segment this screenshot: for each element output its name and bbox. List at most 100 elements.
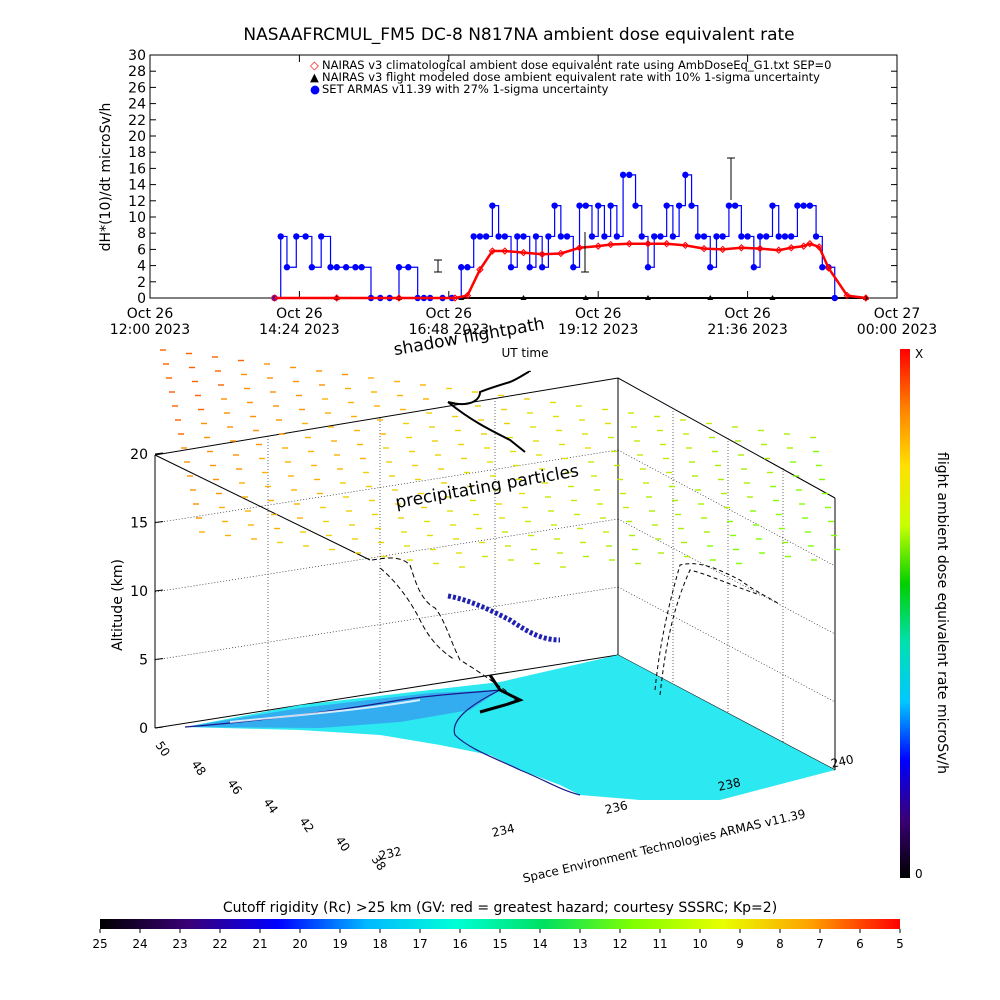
dose-color-bar: X 0 flight ambient dose equivalent rate … (900, 347, 950, 881)
cutoff-rigidity-tick-label: 12 (612, 937, 627, 951)
dose-color-bar-bottom-label: 0 (915, 867, 923, 881)
data-point-nairas-climatological (557, 249, 565, 258)
data-point-nairas-climatological (662, 240, 671, 248)
x-tick-time: 19:12 2023 (558, 322, 638, 338)
data-point-armas (520, 233, 527, 240)
y-tick-label: 18 (128, 145, 146, 161)
data-point-armas (277, 233, 284, 240)
data-point-armas (501, 233, 509, 240)
altitude-tick (154, 726, 164, 729)
data-point-nairas-climatological (501, 247, 509, 255)
data-point-nairas-climatological (451, 294, 459, 302)
data-point-armas (464, 264, 471, 271)
data-point-armas (675, 202, 683, 209)
data-point-armas (613, 233, 621, 240)
data-point-armas (725, 202, 733, 209)
data-point-nairas-flight (520, 295, 527, 300)
flight-track-dashed (371, 557, 521, 703)
data-point-nairas-flight (769, 295, 776, 300)
data-point-armas (551, 202, 558, 209)
dose-series (270, 171, 870, 302)
data-point-armas (302, 233, 309, 240)
y-tick-label: 22 (128, 113, 146, 129)
data-point-armas (781, 233, 789, 240)
altitude-tick-label: 10 (130, 584, 148, 600)
data-point-armas (787, 233, 795, 240)
cutoff-rigidity-tick-label: 5 (896, 937, 904, 951)
data-point-armas (514, 233, 521, 240)
longitude-axis: 232 234 236 238 240 (378, 752, 855, 863)
y-tick-label: 28 (128, 64, 146, 80)
y-tick-label: 0 (137, 291, 146, 307)
data-point-armas (582, 202, 589, 209)
longitude-tick-label: 232 (378, 844, 403, 863)
altitude-tick (154, 658, 164, 660)
grid-line (617, 518, 836, 635)
data-point-armas (657, 233, 664, 240)
data-point-nairas-flight (707, 295, 714, 300)
data-point-armas (327, 264, 334, 271)
latitude-tick-label: 44 (261, 796, 281, 817)
data-point-armas (293, 233, 300, 240)
data-point-armas (632, 202, 639, 209)
cutoff-rigidity-tick-label: 10 (692, 937, 707, 951)
data-point-nairas-climatological (519, 248, 528, 257)
cutoff-rigidity-tick-label: 21 (252, 937, 267, 951)
dose-color-bar-top-label: X (915, 347, 923, 361)
3d-grid-lines (154, 398, 836, 742)
data-point-nairas-climatological (606, 240, 615, 249)
cutoff-rigidity-tick-label: 22 (212, 937, 227, 951)
cutoff-rigidity-tick-label: 16 (452, 937, 467, 951)
data-point-armas (819, 264, 826, 271)
data-point-armas (405, 264, 412, 271)
data-point-armas (507, 264, 515, 271)
grid-line (617, 586, 836, 703)
data-point-armas (688, 202, 695, 209)
data-point-nairas-climatological (270, 294, 279, 302)
dose-rate-chart: NASAAFRCMUL_FM5 DC-8 N817NA ambient dose… (98, 25, 937, 360)
x-tick-day: Oct 26 (724, 306, 771, 322)
data-point-armas (744, 233, 751, 240)
data-point-armas (669, 233, 677, 240)
y-tick-label: 2 (137, 275, 146, 291)
data-point-nairas-climatological (625, 240, 634, 248)
altitude-tick (154, 521, 164, 523)
map-land-area (185, 655, 835, 800)
longitude-tick-label: 234 (491, 821, 516, 840)
data-point-nairas-climatological (775, 246, 783, 254)
dose-legend: ◇ NAIRAS v3 climatological ambient dose e… (310, 58, 831, 96)
dose-color-bar-label: flight ambient dose equivalent rate micr… (934, 452, 950, 774)
cutoff-rigidity-bar: Cutoff rigidity (Rc) >25 km (GV: red = g… (92, 900, 903, 951)
cutoff-rigidity-tick-label: 9 (736, 937, 744, 951)
data-point-nairas-climatological (594, 242, 602, 250)
data-point-armas (607, 202, 614, 209)
altitude-tick-label: 0 (139, 721, 148, 737)
data-point-nairas-climatological (718, 245, 727, 254)
cutoff-map-surface (184, 655, 835, 800)
longitude-tick-label: 240 (830, 752, 855, 771)
y-tick-label: 12 (128, 194, 146, 210)
data-point-armas (619, 171, 627, 179)
shadow-flightpath (447, 401, 526, 453)
side-projection (659, 569, 761, 696)
latitude-tick-label: 46 (225, 777, 245, 798)
data-point-armas (342, 264, 350, 271)
altitude-tick (154, 589, 164, 592)
latitude-tick-label: 50 (153, 739, 173, 760)
data-point-armas (333, 264, 340, 271)
side-projection (654, 563, 781, 691)
data-point-nairas-climatological (787, 244, 795, 252)
data-point-nairas-climatological (700, 244, 708, 253)
altitude-axis-label: Altitude (km) (110, 559, 126, 651)
data-point-armas (626, 171, 633, 179)
series-line-nairas-climatological (274, 242, 867, 300)
data-point-armas (532, 233, 540, 240)
data-point-armas (470, 233, 477, 240)
flight-track-dashed (379, 567, 456, 661)
data-point-armas (713, 233, 720, 240)
x-tick-time: 14:24 2023 (259, 322, 339, 338)
latitude-tick-label: 42 (297, 815, 317, 836)
